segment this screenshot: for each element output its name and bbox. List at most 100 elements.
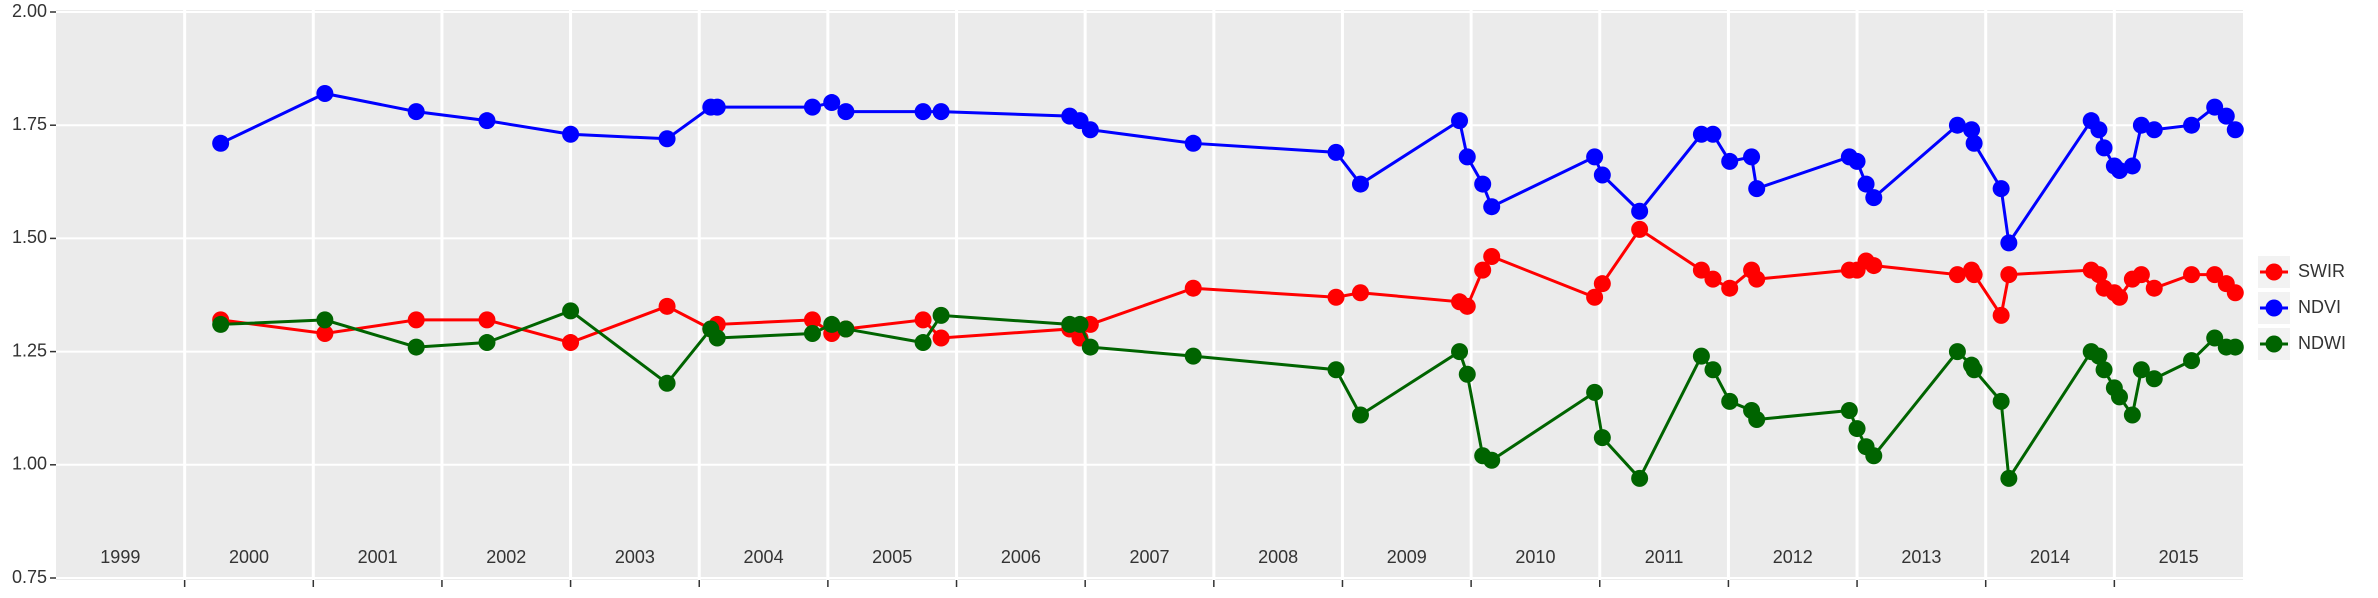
point [1451, 112, 1469, 130]
legend-label: SWIR [2298, 261, 2345, 281]
point [2226, 284, 2244, 302]
year-label: 2011 [1645, 547, 1684, 567]
year-label: 2010 [1515, 547, 1555, 567]
point [1948, 266, 1966, 284]
point [2226, 338, 2244, 356]
point [1748, 411, 1766, 429]
point [1458, 297, 1476, 315]
point [2145, 279, 2163, 297]
point [316, 324, 334, 342]
point [932, 329, 950, 347]
point [2206, 329, 2224, 347]
point [316, 85, 334, 103]
point [837, 320, 855, 338]
point [1474, 175, 1492, 193]
year-label: 2000 [229, 547, 269, 567]
point [2000, 469, 2018, 487]
point [1458, 365, 1476, 383]
point [2110, 288, 2128, 306]
point [2145, 121, 2163, 139]
year-label: 2006 [1001, 547, 1041, 567]
year-label: 2003 [615, 547, 655, 567]
point [478, 334, 496, 352]
point [803, 98, 821, 116]
point [1848, 152, 1866, 170]
point [1593, 275, 1611, 293]
point [1586, 383, 1604, 401]
point [1593, 429, 1611, 447]
point [2183, 116, 2201, 134]
legend-label: NDVI [2298, 297, 2341, 317]
point [2217, 107, 2235, 125]
point [2095, 361, 2113, 379]
point [1631, 202, 1649, 220]
point [1948, 343, 1966, 361]
year-label: 2013 [1901, 547, 1941, 567]
point [2132, 361, 2150, 379]
point [2183, 352, 2201, 370]
point [1483, 451, 1501, 469]
point [1692, 347, 1710, 365]
point [2132, 116, 2150, 134]
point [2183, 266, 2201, 284]
point [1865, 189, 1883, 207]
point [2206, 266, 2224, 284]
point [914, 103, 932, 121]
series-line [220, 309, 2236, 483]
year-label: 2012 [1773, 547, 1813, 567]
point [1965, 134, 1983, 152]
point [1704, 125, 1722, 143]
point [1458, 148, 1476, 166]
year-label: 2001 [358, 547, 398, 567]
y-tick-label: 1.25 [12, 340, 47, 360]
year-label: 2007 [1129, 547, 1169, 567]
point [2090, 347, 2108, 365]
year-label: 2015 [2159, 547, 2199, 567]
point [1451, 343, 1469, 361]
year-label: 2008 [1258, 547, 1298, 567]
point [823, 94, 841, 112]
point [2123, 406, 2141, 424]
point [1692, 261, 1710, 279]
point [2145, 370, 2163, 388]
year-label: 1999 [100, 547, 140, 567]
point [1992, 180, 2010, 198]
point [1631, 469, 1649, 487]
year-label: 2004 [744, 547, 784, 567]
legend-key-point [2265, 335, 2283, 353]
point [708, 329, 726, 347]
point [1992, 392, 2010, 410]
year-label: 2005 [872, 547, 912, 567]
point [914, 334, 932, 352]
point [803, 311, 821, 329]
point [2000, 234, 2018, 252]
point [1184, 279, 1202, 297]
point [1351, 406, 1369, 424]
point [562, 125, 580, 143]
y-tick-label: 0.75 [12, 567, 47, 587]
point [1748, 270, 1766, 288]
point [658, 297, 676, 315]
point [407, 338, 425, 356]
point [478, 311, 496, 329]
point [932, 306, 950, 324]
point [1857, 175, 1875, 193]
point [1351, 284, 1369, 302]
point [1474, 261, 1492, 279]
point [1327, 361, 1345, 379]
point [1081, 121, 1099, 139]
point [2132, 266, 2150, 284]
series-line [220, 91, 2237, 248]
point [1351, 175, 1369, 193]
point [1081, 338, 1099, 356]
point [658, 374, 676, 392]
point [2206, 98, 2224, 116]
point [1865, 257, 1883, 275]
point [2110, 161, 2128, 179]
point [1948, 116, 1966, 134]
point [1963, 121, 1981, 139]
point [1586, 148, 1604, 166]
legend-label: NDWI [2298, 333, 2346, 353]
legend-key-point [2265, 299, 2283, 317]
